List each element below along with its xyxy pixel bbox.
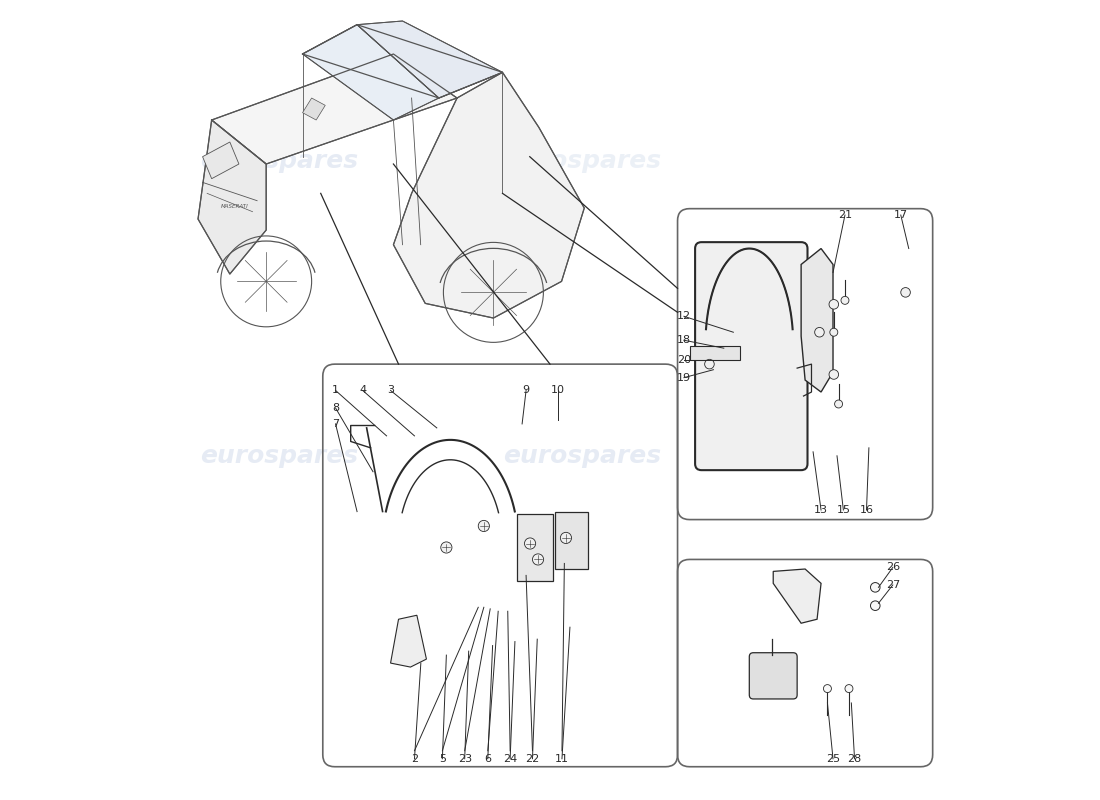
Text: 7: 7 xyxy=(332,419,339,429)
Text: 12: 12 xyxy=(676,311,691,322)
FancyBboxPatch shape xyxy=(554,512,588,569)
Polygon shape xyxy=(302,25,439,120)
Circle shape xyxy=(441,542,452,553)
Circle shape xyxy=(478,520,490,531)
Circle shape xyxy=(901,287,911,297)
Polygon shape xyxy=(202,142,239,178)
Text: eurospares: eurospares xyxy=(503,149,661,173)
Text: MASERATI: MASERATI xyxy=(221,204,249,209)
Polygon shape xyxy=(773,569,821,623)
Text: 11: 11 xyxy=(556,754,569,764)
Text: 26: 26 xyxy=(886,562,900,573)
FancyBboxPatch shape xyxy=(695,242,807,470)
Text: 13: 13 xyxy=(814,505,828,515)
Polygon shape xyxy=(302,98,326,120)
Text: 5: 5 xyxy=(439,754,446,764)
Text: 17: 17 xyxy=(893,210,907,220)
Text: 9: 9 xyxy=(522,386,529,395)
Text: 1: 1 xyxy=(332,386,339,395)
Text: 21: 21 xyxy=(838,210,853,220)
Circle shape xyxy=(829,299,838,309)
Polygon shape xyxy=(198,120,266,274)
Circle shape xyxy=(842,296,849,304)
Circle shape xyxy=(829,370,838,379)
Text: 2: 2 xyxy=(411,754,418,764)
Polygon shape xyxy=(394,72,584,318)
Polygon shape xyxy=(302,25,503,98)
Text: 16: 16 xyxy=(859,505,873,515)
Circle shape xyxy=(870,582,880,592)
Circle shape xyxy=(560,532,572,543)
Circle shape xyxy=(525,538,536,549)
Text: eurospares: eurospares xyxy=(503,444,661,468)
Circle shape xyxy=(845,685,853,693)
Circle shape xyxy=(824,685,832,693)
Polygon shape xyxy=(390,615,427,667)
Text: 10: 10 xyxy=(551,386,565,395)
Text: 18: 18 xyxy=(676,335,691,346)
Text: 23: 23 xyxy=(458,754,472,764)
Circle shape xyxy=(532,554,543,565)
Text: 4: 4 xyxy=(359,386,366,395)
Text: 6: 6 xyxy=(484,754,492,764)
Text: 27: 27 xyxy=(886,580,900,590)
FancyBboxPatch shape xyxy=(749,653,798,699)
Circle shape xyxy=(815,327,824,337)
Text: 28: 28 xyxy=(847,754,861,764)
Polygon shape xyxy=(358,21,503,98)
FancyBboxPatch shape xyxy=(691,346,739,360)
Text: 15: 15 xyxy=(836,505,850,515)
Text: 19: 19 xyxy=(676,373,691,382)
Text: 8: 8 xyxy=(332,403,339,413)
Circle shape xyxy=(705,359,714,369)
FancyBboxPatch shape xyxy=(517,514,553,581)
Circle shape xyxy=(829,328,838,336)
Circle shape xyxy=(835,400,843,408)
Text: 25: 25 xyxy=(826,754,840,764)
Text: eurospares: eurospares xyxy=(200,444,358,468)
Text: 3: 3 xyxy=(387,386,394,395)
Polygon shape xyxy=(801,249,833,392)
Text: 20: 20 xyxy=(676,355,691,365)
Text: eurospares: eurospares xyxy=(200,149,358,173)
Circle shape xyxy=(870,601,880,610)
Text: 22: 22 xyxy=(526,754,540,764)
Text: 24: 24 xyxy=(503,754,517,764)
Polygon shape xyxy=(211,54,456,164)
